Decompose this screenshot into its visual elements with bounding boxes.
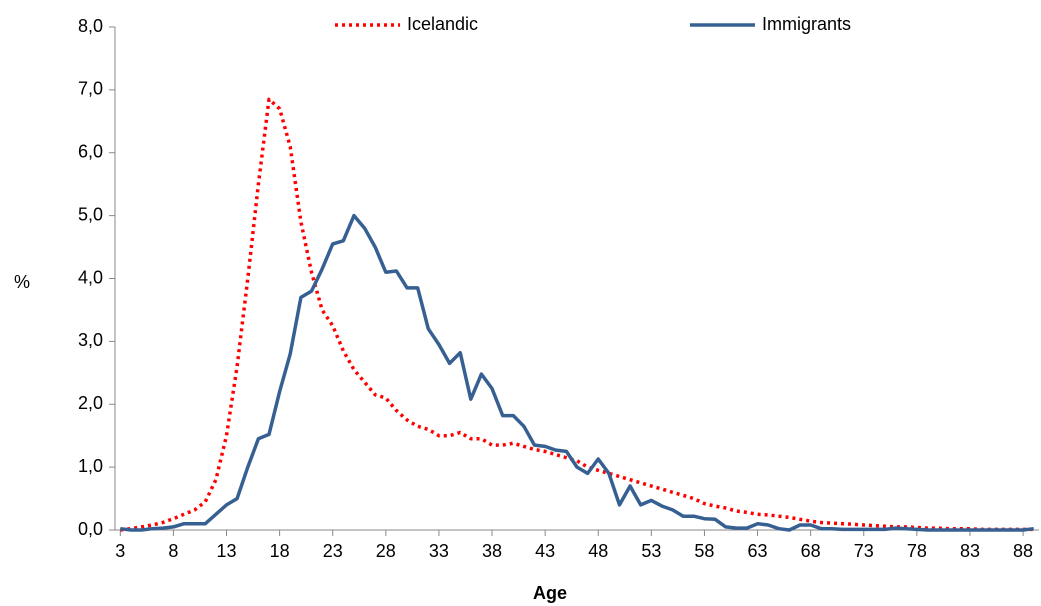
y-axis-label: % xyxy=(14,272,30,292)
legend-label: Immigrants xyxy=(762,14,851,34)
legend-label: Icelandic xyxy=(407,14,478,34)
x-tick-label: 78 xyxy=(907,541,927,561)
y-tick-label: 0,0 xyxy=(78,519,103,539)
y-tick-label: 7,0 xyxy=(78,79,103,99)
y-tick-label: 3,0 xyxy=(78,330,103,350)
y-tick-label: 5,0 xyxy=(78,204,103,224)
x-tick-label: 83 xyxy=(960,541,980,561)
series-line xyxy=(120,97,1034,532)
x-tick-label: 33 xyxy=(429,541,449,561)
y-tick-label: 2,0 xyxy=(78,393,103,413)
x-tick-label: 68 xyxy=(801,541,821,561)
x-tick-label: 23 xyxy=(323,541,343,561)
x-tick-label: 3 xyxy=(115,541,125,561)
series-line xyxy=(120,213,1034,532)
y-tick-label: 4,0 xyxy=(78,267,103,287)
y-tick-label: 8,0 xyxy=(78,16,103,36)
x-tick-label: 88 xyxy=(1013,541,1033,561)
x-tick-label: 58 xyxy=(694,541,714,561)
x-tick-label: 28 xyxy=(376,541,396,561)
x-tick-label: 48 xyxy=(588,541,608,561)
x-tick-label: 73 xyxy=(854,541,874,561)
x-tick-label: 38 xyxy=(482,541,502,561)
y-tick-label: 6,0 xyxy=(78,142,103,162)
x-tick-label: 18 xyxy=(270,541,290,561)
y-tick-label: 1,0 xyxy=(78,456,103,476)
x-tick-label: 53 xyxy=(641,541,661,561)
x-tick-label: 8 xyxy=(168,541,178,561)
x-axis-label: Age xyxy=(533,583,567,603)
x-tick-label: 13 xyxy=(217,541,237,561)
x-tick-label: 43 xyxy=(535,541,555,561)
x-tick-label: 63 xyxy=(748,541,768,561)
